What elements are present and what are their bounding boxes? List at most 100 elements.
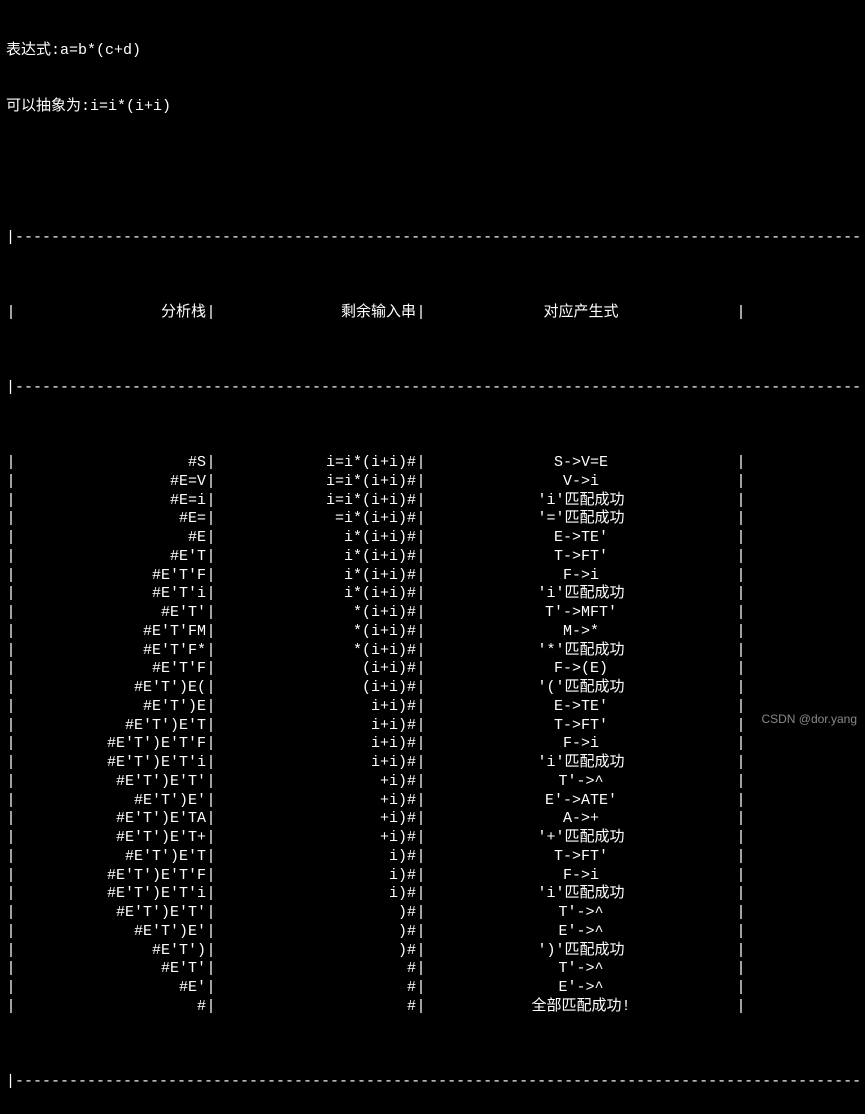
col-sep: |: [6, 548, 16, 567]
col-sep: |: [6, 960, 16, 979]
cell-input: #: [216, 960, 416, 979]
cell-stack: #E'T')E'T+: [16, 829, 206, 848]
header-prod: 对应产生式: [426, 304, 736, 323]
col-sep: |: [416, 304, 426, 323]
col-sep: |: [206, 960, 216, 979]
cell-input: i)#: [216, 867, 416, 886]
cell-input: )#: [216, 942, 416, 961]
cell-prod: 'i'匹配成功: [426, 492, 736, 511]
col-sep: |: [6, 998, 16, 1017]
col-sep: |: [206, 848, 216, 867]
col-sep: |: [6, 679, 16, 698]
cell-prod: A->+: [426, 810, 736, 829]
col-sep: |: [736, 604, 746, 623]
table-row: |#E'T'F|(i+i)#|F->(E)|: [6, 660, 859, 679]
cell-stack: #E'T')E'T'i: [16, 754, 206, 773]
col-sep: |: [736, 717, 746, 736]
col-sep: |: [6, 979, 16, 998]
col-sep: |: [206, 942, 216, 961]
col-sep: |: [206, 904, 216, 923]
table-row: |#E'T')|)#|')'匹配成功|: [6, 942, 859, 961]
cell-input: =i*(i+i)#: [216, 510, 416, 529]
col-sep: |: [6, 773, 16, 792]
cell-stack: #E'T')E'T': [16, 773, 206, 792]
cell-input: i+i)#: [216, 735, 416, 754]
cell-stack: #E'T'): [16, 942, 206, 961]
table-row: |#E'T')E'T+|+i)#|'+'匹配成功|: [6, 829, 859, 848]
col-sep: |: [6, 942, 16, 961]
col-sep: |: [416, 679, 426, 698]
col-sep: |: [736, 735, 746, 754]
cell-input: i+i)#: [216, 717, 416, 736]
col-sep: |: [206, 867, 216, 886]
col-sep: |: [416, 717, 426, 736]
col-sep: |: [736, 942, 746, 961]
cell-stack: #E'T'i: [16, 585, 206, 604]
cell-input: i)#: [216, 848, 416, 867]
col-sep: |: [416, 867, 426, 886]
cell-input: #: [216, 998, 416, 1017]
cell-stack: #E=: [16, 510, 206, 529]
col-sep: |: [6, 473, 16, 492]
cell-input: *(i+i)#: [216, 642, 416, 661]
cell-stack: #: [16, 998, 206, 1017]
expr-line-2: 可以抽象为:i=i*(i+i): [6, 98, 859, 117]
cell-stack: #E'T')E'T': [16, 904, 206, 923]
col-sep: |: [736, 304, 746, 323]
col-sep: |: [736, 792, 746, 811]
table-row: |#E'T'F|i*(i+i)#|F->i|: [6, 567, 859, 586]
col-sep: |: [416, 510, 426, 529]
col-sep: |: [206, 548, 216, 567]
table-row: |#E=V|i=i*(i+i)#|V->i|: [6, 473, 859, 492]
col-sep: |: [206, 567, 216, 586]
col-sep: |: [6, 754, 16, 773]
cell-input: +i)#: [216, 792, 416, 811]
cell-input: i=i*(i+i)#: [216, 492, 416, 511]
col-sep: |: [6, 810, 16, 829]
col-sep: |: [736, 698, 746, 717]
col-sep: |: [206, 510, 216, 529]
cell-stack: #E'T')E'T'F: [16, 735, 206, 754]
table-row: |#E=i|i=i*(i+i)#|'i'匹配成功|: [6, 492, 859, 511]
col-sep: |: [416, 642, 426, 661]
col-sep: |: [416, 623, 426, 642]
cell-input: +i)#: [216, 829, 416, 848]
cell-stack: #E'T')E'T: [16, 848, 206, 867]
col-sep: |: [736, 473, 746, 492]
cell-input: +i)#: [216, 773, 416, 792]
cell-input: )#: [216, 923, 416, 942]
cell-stack: #E: [16, 529, 206, 548]
terminal-screen: 表达式:a=b*(c+d) 可以抽象为:i=i*(i+i) |---------…: [0, 0, 865, 1114]
cell-stack: #E'T')E': [16, 923, 206, 942]
header-row: |分析栈|剩余输入串|对应产生式|: [6, 304, 859, 323]
col-sep: |: [206, 679, 216, 698]
col-sep: |: [736, 848, 746, 867]
col-sep: |: [6, 923, 16, 942]
col-sep: |: [736, 960, 746, 979]
table-row: |#E'T')E'|+i)#|E'->ATE'|: [6, 792, 859, 811]
col-sep: |: [6, 510, 16, 529]
col-sep: |: [206, 304, 216, 323]
table-row: |#S|i=i*(i+i)#|S->V=E|: [6, 454, 859, 473]
cell-prod: F->i: [426, 867, 736, 886]
col-sep: |: [6, 623, 16, 642]
cell-prod: 全部匹配成功!: [426, 998, 736, 1017]
table-row: |#E'T')E'T'i|i+i)#|'i'匹配成功|: [6, 754, 859, 773]
col-sep: |: [416, 792, 426, 811]
col-sep: |: [416, 492, 426, 511]
table-row: |#|#|全部匹配成功!|: [6, 998, 859, 1017]
col-sep: |: [736, 642, 746, 661]
col-sep: |: [416, 885, 426, 904]
table-row: |#E'T|i*(i+i)#|T->FT'|: [6, 548, 859, 567]
cell-input: +i)#: [216, 810, 416, 829]
table-row: |#E|i*(i+i)#|E->TE'|: [6, 529, 859, 548]
cell-prod: '+'匹配成功: [426, 829, 736, 848]
cell-prod: T'->^: [426, 960, 736, 979]
col-sep: |: [736, 510, 746, 529]
col-sep: |: [416, 773, 426, 792]
col-sep: |: [736, 454, 746, 473]
table-row: |#E'T')E'T'|)#|T'->^|: [6, 904, 859, 923]
cell-prod: 'i'匹配成功: [426, 885, 736, 904]
cell-stack: #E'T')E': [16, 792, 206, 811]
col-sep: |: [416, 904, 426, 923]
